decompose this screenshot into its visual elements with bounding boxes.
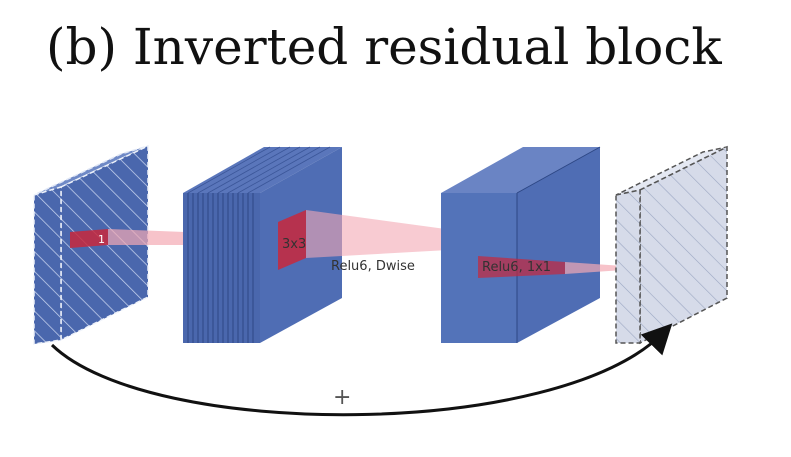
depthwise-output-block-top	[441, 147, 600, 193]
project-kernel-highlight	[478, 256, 565, 278]
expansion-block-top	[183, 147, 342, 193]
input-kernel-label: 1	[98, 233, 105, 246]
depthwise-output-top-edge	[516, 146, 601, 194]
expansion-block-front	[183, 193, 260, 343]
expansion-top-lines	[187, 146, 331, 194]
depthwise-output-block-side	[517, 147, 600, 343]
depthwise-output-block: Relu6, 1x1	[441, 146, 601, 343]
input-block: 1	[33, 144, 149, 345]
dwise-kernel-highlight	[278, 210, 306, 270]
residual-connection-arrow	[50, 323, 673, 417]
project-op-label: Relu6, 1x1	[482, 260, 551, 275]
project-projection-beam	[565, 262, 652, 274]
expansion-channel-lines	[187, 193, 254, 343]
dwise-op-label: Relu6, Dwise	[331, 259, 415, 274]
input-projection-beam	[108, 229, 185, 245]
output-block	[615, 145, 728, 345]
expansion-block: 3x3	[183, 146, 342, 343]
input-kernel-highlight	[70, 229, 108, 248]
diagram-title: (b) Inverted residual block	[46, 18, 722, 76]
dwise-kernel-label: 3x3	[282, 237, 306, 252]
input-block-front	[33, 185, 62, 345]
residual-plus-sign: +	[333, 385, 351, 410]
output-block-front	[615, 189, 641, 344]
